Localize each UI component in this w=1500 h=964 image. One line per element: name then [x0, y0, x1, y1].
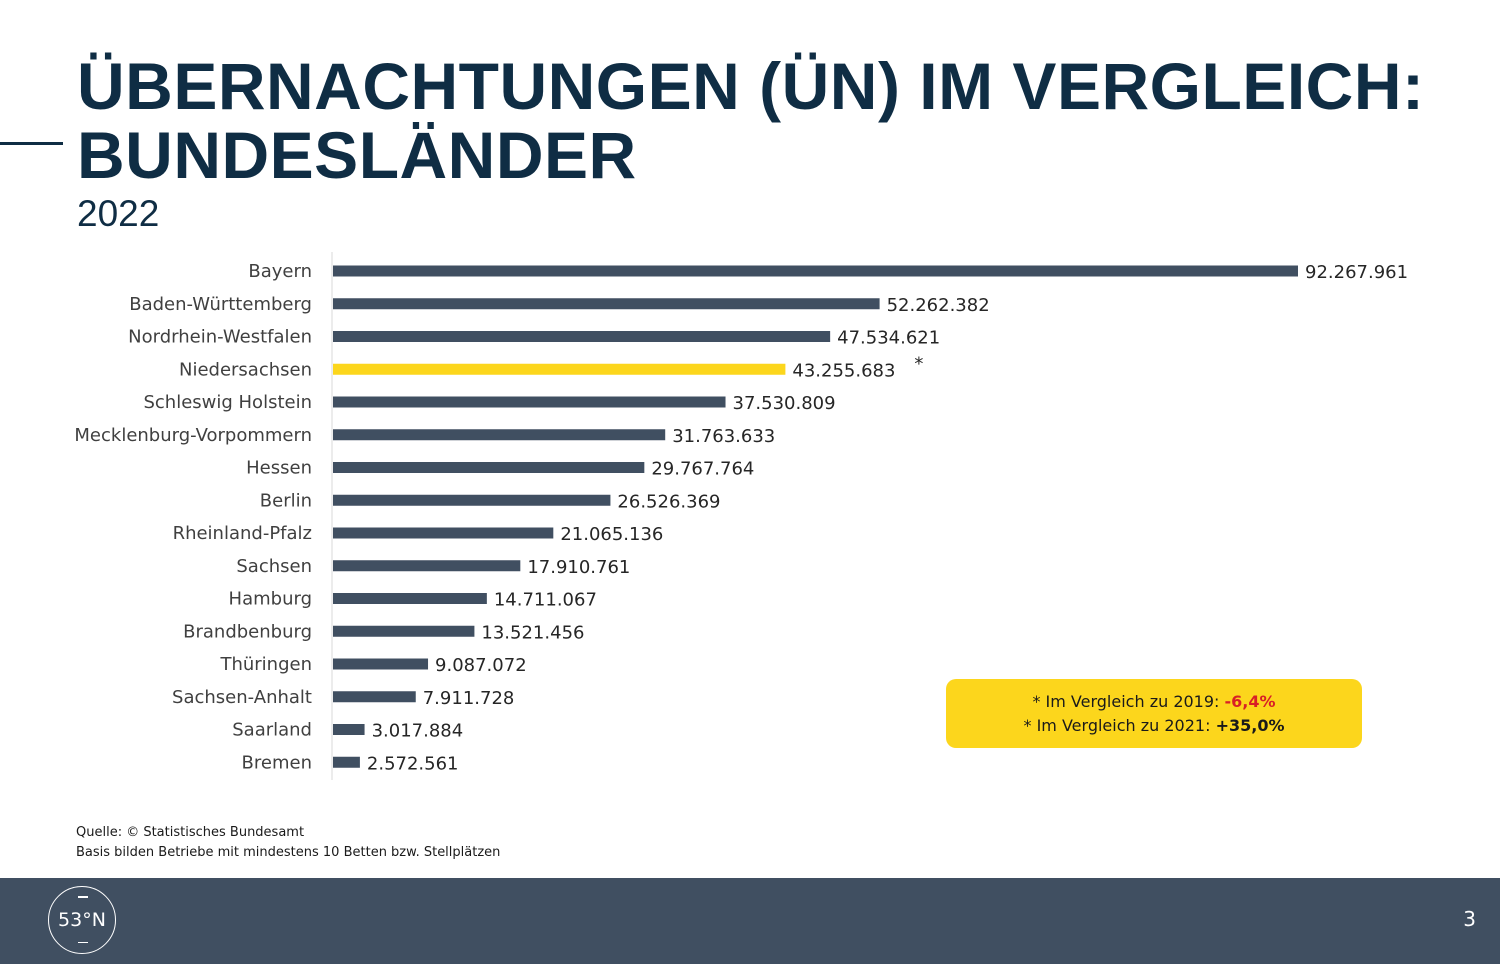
bar [333, 756, 360, 768]
category-label: Niedersachsen [179, 359, 312, 380]
value-label: 13.521.456 [481, 622, 584, 643]
value-label: 21.065.136 [560, 524, 663, 545]
category-label: Sachsen-Anhalt [172, 687, 312, 708]
value-label: 17.910.761 [527, 557, 630, 578]
callout-line-2019: * Im Vergleich zu 2019: -6,4% [1032, 690, 1275, 714]
value-label: 2.572.561 [367, 753, 459, 774]
category-label: Schleswig Holstein [143, 392, 312, 413]
category-label: Thüringen [219, 654, 312, 675]
callout-2021-value: +35,0% [1215, 715, 1285, 735]
highlight-asterisk: * [914, 353, 923, 374]
value-label: 52.262.382 [887, 295, 990, 316]
category-label: Sachsen [236, 556, 312, 577]
category-label: Saarland [232, 720, 312, 741]
bar [333, 396, 726, 408]
value-label: 92.267.961 [1305, 262, 1408, 283]
bar [333, 724, 365, 735]
bar [333, 265, 1298, 277]
bar-highlighted [333, 363, 786, 375]
footer-bar [0, 878, 1500, 964]
callout-2019-label: * Im Vergleich zu 2019: [1032, 691, 1225, 711]
value-label: 29.767.764 [651, 459, 754, 480]
bar [333, 527, 554, 539]
category-label: Rheinland-Pfalz [173, 523, 312, 544]
value-label: 3.017.884 [372, 721, 464, 742]
bar [333, 560, 521, 572]
source-note: Quelle: © Statistisches Bundesamt Basis … [76, 823, 500, 863]
callout-2019-value: -6,4% [1224, 691, 1276, 711]
category-label: Bremen [242, 752, 312, 773]
bar [333, 691, 416, 703]
value-label: 37.530.809 [733, 393, 836, 414]
bar-chart: Bayern 92.267.961 Baden-Württemberg 52.262.… [74, 252, 1408, 780]
title-line-1: ÜBERNACHTUNGEN (ÜN) IM VERGLEICH: [77, 49, 1425, 123]
bar [333, 429, 666, 441]
comparison-callout: * Im Vergleich zu 2019: -6,4% * Im Vergl… [946, 679, 1362, 748]
logo-bottom-dash [78, 941, 88, 943]
slide-title: ÜBERNACHTUNGEN (ÜN) IM VERGLEICH: BUNDES… [77, 52, 1424, 190]
logo-text: 53°N [58, 909, 106, 931]
value-label: 47.534.621 [837, 328, 940, 349]
category-label: Nordrhein-Westfalen [128, 327, 312, 348]
title-accent-line [0, 142, 63, 145]
bar [333, 494, 611, 506]
bar [333, 298, 880, 310]
callout-2021-label: * Im Vergleich zu 2021: [1023, 715, 1216, 735]
value-label: 14.711.067 [494, 590, 597, 611]
category-label: Hamburg [229, 589, 312, 610]
logo-top-dash [78, 896, 88, 898]
category-label: Mecklenburg-Vorpommern [74, 425, 312, 446]
title-line-2: BUNDESLÄNDER [77, 118, 637, 192]
bar [333, 331, 831, 342]
value-label: 31.763.633 [672, 426, 775, 447]
category-label: Baden-Württemberg [129, 294, 312, 315]
slide-subtitle: 2022 [77, 193, 160, 234]
category-label: Hessen [246, 458, 312, 479]
category-label: Berlin [260, 490, 312, 511]
basis-line: Basis bilden Betriebe mit mindestens 10 … [76, 845, 501, 860]
value-label: 26.526.369 [617, 491, 720, 512]
bar [333, 658, 429, 670]
logo-53n: 53°N [48, 886, 116, 954]
category-label: Brandbenburg [183, 621, 312, 642]
page-number: 3 [1463, 907, 1476, 931]
bar [333, 593, 487, 604]
value-label: 7.911.728 [423, 688, 515, 709]
value-label: 9.087.072 [435, 655, 527, 676]
value-label: 43.255.683 [792, 360, 895, 381]
category-label: Bayern [248, 261, 312, 282]
bar [333, 625, 475, 637]
bar [333, 462, 645, 473]
callout-line-2021: * Im Vergleich zu 2021: +35,0% [1024, 714, 1285, 738]
source-line: Quelle: © Statistisches Bundesamt [76, 825, 305, 840]
